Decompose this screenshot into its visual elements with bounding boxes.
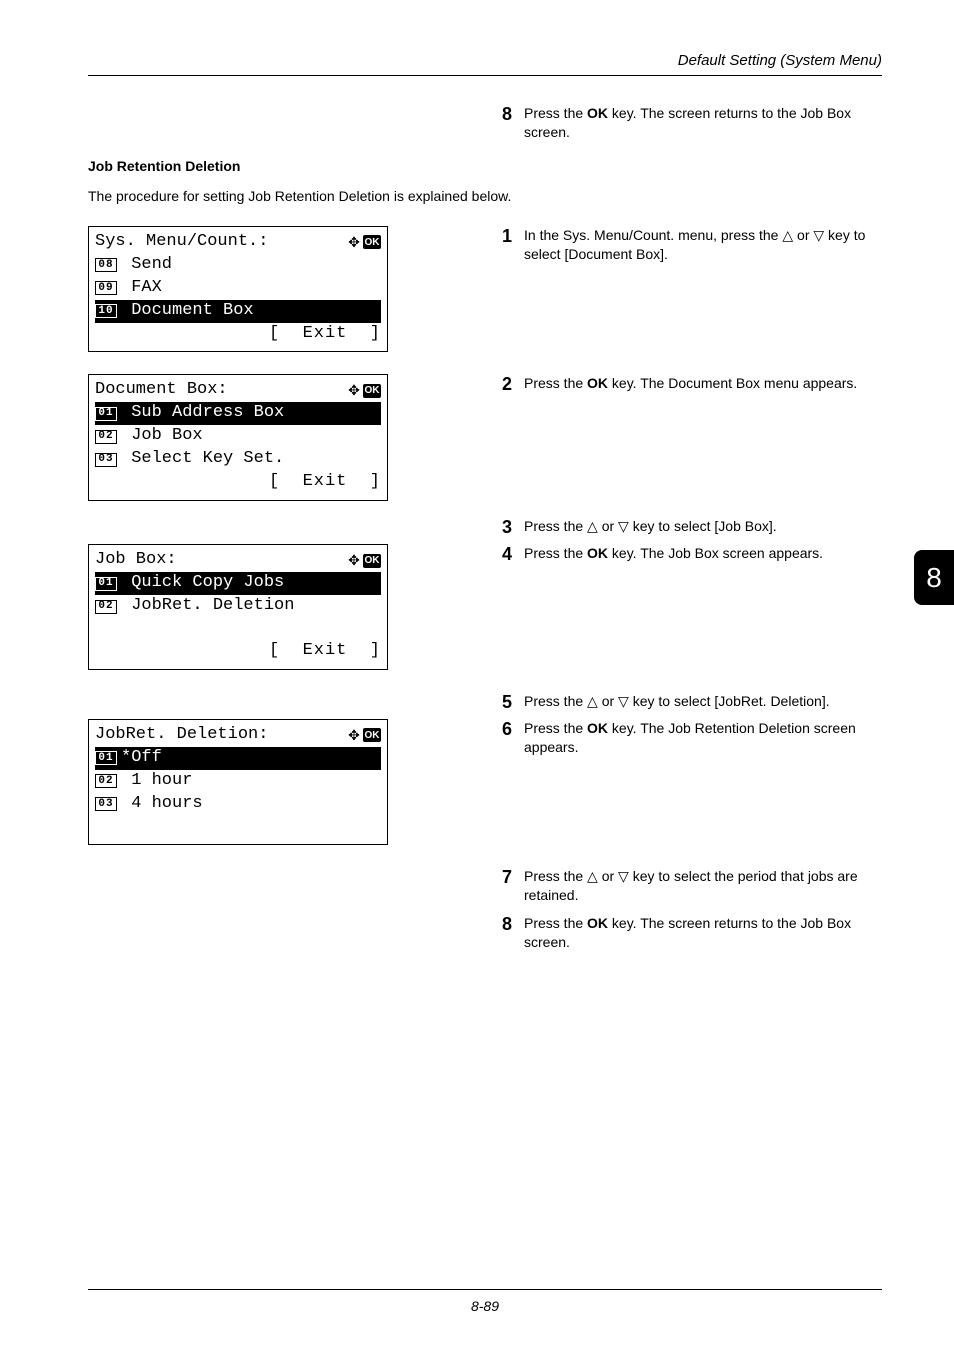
down-triangle-icon: ▽ [813, 227, 824, 243]
step-4: 4 Press the OK key. The Job Box screen a… [486, 544, 882, 565]
nav-arrows-icon: ✥ [345, 233, 363, 252]
chapter-tab: 8 [914, 550, 954, 605]
step-8: 8 Press the OK key. The screen returns t… [486, 914, 882, 952]
step-text: Press the OK key. The screen returns to … [524, 104, 882, 142]
nav-arrows-icon: ✥ [345, 381, 363, 400]
ok-icon: OK [363, 554, 381, 568]
step-6: 6 Press the OK key. The Job Retention De… [486, 719, 882, 757]
ok-icon: OK [363, 235, 381, 249]
page-header: Default Setting (System Menu) [88, 52, 882, 76]
nav-arrows-icon: ✥ [345, 551, 363, 570]
lcd-jobret-deletion: JobRet. Deletion: ✥ OK 01*Off 02 1 hour … [88, 719, 388, 845]
step-3: 3 Press the △ or ▽ key to select [Job Bo… [486, 517, 882, 538]
up-triangle-icon: △ [587, 868, 598, 884]
page-footer: 8-89 [88, 1289, 882, 1314]
step-5: 5 Press the △ or ▽ key to select [JobRet… [486, 692, 882, 713]
lcd-document-box: Document Box: ✥ OK 01 Sub Address Box 02… [88, 374, 388, 501]
section-intro: The procedure for setting Job Retention … [88, 188, 882, 204]
ok-icon: OK [363, 728, 381, 742]
down-triangle-icon: ▽ [618, 693, 629, 709]
step-number: 8 [486, 104, 512, 125]
up-triangle-icon: △ [782, 227, 793, 243]
down-triangle-icon: ▽ [618, 518, 629, 534]
header-title: Default Setting (System Menu) [678, 52, 882, 69]
step-1: 1 In the Sys. Menu/Count. menu, press th… [486, 226, 882, 264]
up-triangle-icon: △ [587, 518, 598, 534]
ok-icon: OK [363, 384, 381, 398]
step-2: 2 Press the OK key. The Document Box men… [486, 374, 882, 395]
nav-arrows-icon: ✥ [345, 726, 363, 745]
lcd-sys-menu: Sys. Menu/Count.: ✥ OK 08 Send 09 FAX 10… [88, 226, 388, 353]
step-7: 7 Press the △ or ▽ key to select the per… [486, 867, 882, 905]
up-triangle-icon: △ [587, 693, 598, 709]
section-title: Job Retention Deletion [88, 158, 882, 174]
down-triangle-icon: ▽ [618, 868, 629, 884]
lcd-job-box: Job Box: ✥ OK 01 Quick Copy Jobs 02 JobR… [88, 544, 388, 670]
step-8-top: 8 Press the OK key. The screen returns t… [486, 104, 882, 142]
